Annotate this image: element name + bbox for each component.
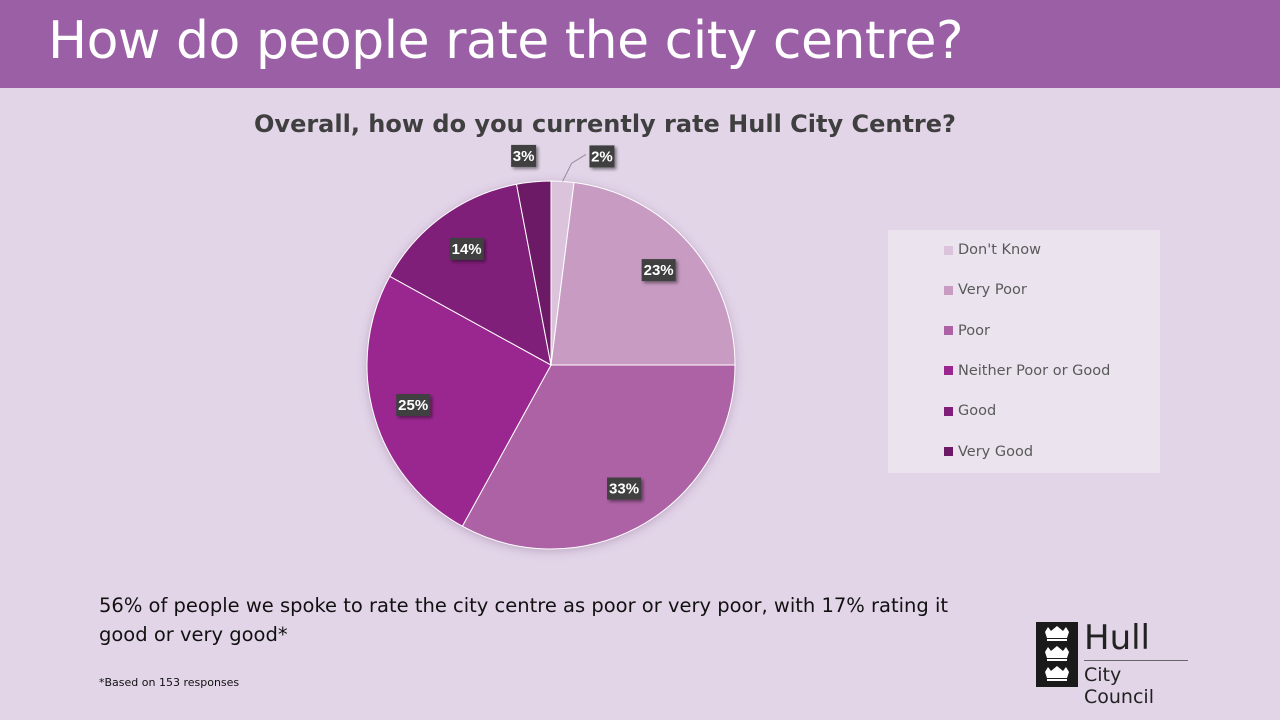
legend-label: Very Good xyxy=(958,443,1034,460)
data-label-text: 23% xyxy=(644,262,674,279)
data-label-box xyxy=(607,477,642,500)
legend-item-neither-poor-or-good: Neither Poor or Good xyxy=(944,361,1110,381)
legend-item-very-poor: Very Poor xyxy=(944,280,1027,300)
title-banner: How do people rate the city centre? xyxy=(0,0,1280,88)
chart-title: Overall, how do you currently rate Hull … xyxy=(254,110,956,138)
legend-label: Don't Know xyxy=(958,242,1041,258)
data-label-good: 14% xyxy=(449,237,484,260)
data-label-box xyxy=(449,237,484,260)
data-label-very-good: 3% xyxy=(511,144,537,167)
legend-label: Very Poor xyxy=(958,282,1027,299)
legend-label: Good xyxy=(958,403,997,420)
data-label-text: 3% xyxy=(513,148,535,165)
pie-slice-good xyxy=(389,183,552,366)
crest-icon xyxy=(1036,622,1078,687)
logo-subtitle: City Council xyxy=(1084,664,1154,708)
slide-title: How do people rate the city centre? xyxy=(48,11,964,71)
data-label-text: 14% xyxy=(452,241,482,258)
pie-slice-neither-poor-or-good xyxy=(366,275,552,527)
summary-text: 56% of people we spoke to rate the city … xyxy=(99,594,949,646)
data-label-text: 33% xyxy=(609,481,639,498)
data-label-box xyxy=(511,144,537,167)
data-label-text: 25% xyxy=(398,397,428,414)
data-label-box xyxy=(641,259,676,282)
legend-swatch xyxy=(944,245,953,255)
data-label-don-t-know: 2% xyxy=(589,145,615,168)
data-label-very-poor: 23% xyxy=(641,259,676,282)
data-label-poor: 33% xyxy=(607,477,642,500)
legend-label: Poor xyxy=(958,322,990,339)
data-label-box xyxy=(589,145,615,168)
legend-item-poor: Poor xyxy=(944,321,990,341)
legend-swatch xyxy=(944,285,953,295)
pie-slice-very-good xyxy=(515,180,552,366)
data-label-neither-poor-or-good: 25% xyxy=(396,394,431,417)
legend-item-very-good: Very Good xyxy=(944,442,1033,462)
legend-label: Neither Poor or Good xyxy=(958,362,1111,379)
chart-legend: Don't Know Very Poor Poor Neither Poor or G… xyxy=(888,230,1160,473)
hull-city-council-logo: Hull City Council xyxy=(1036,618,1196,708)
logo-name: Hull xyxy=(1084,618,1151,658)
footnote: *Based on 153 responses xyxy=(99,676,240,689)
legend-swatch xyxy=(944,406,953,416)
data-label-box xyxy=(396,394,431,417)
pie-slice-poor xyxy=(461,364,736,550)
legend-item-don-t-know: Don't Know xyxy=(944,240,1041,260)
legend-swatch xyxy=(944,447,953,456)
leader-line-don-t-know xyxy=(562,153,587,182)
legend-swatch xyxy=(944,366,953,376)
legend-swatch xyxy=(944,326,953,336)
data-label-text: 2% xyxy=(591,148,613,165)
logo-divider xyxy=(1084,660,1188,661)
legend-item-good: Good xyxy=(944,401,996,421)
